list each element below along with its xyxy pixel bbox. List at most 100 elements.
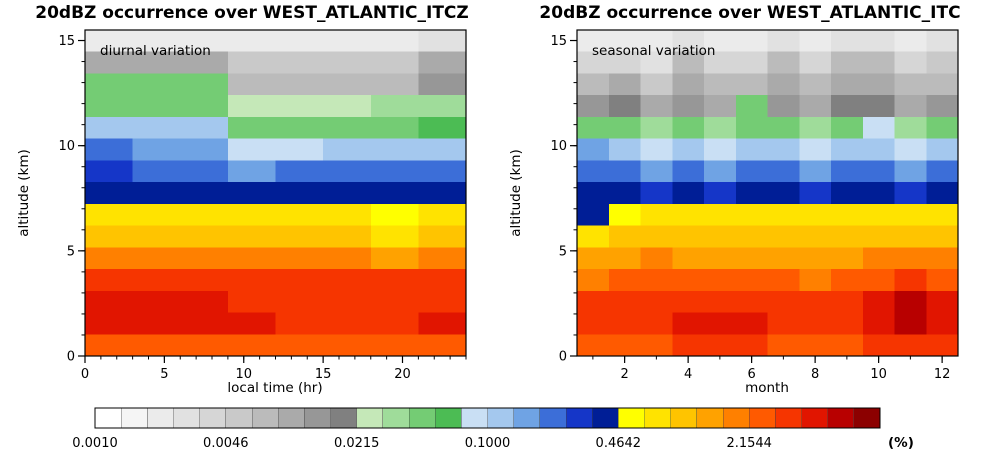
heatmap-cell (735, 51, 769, 75)
heatmap-cell (608, 269, 642, 292)
heatmap-cell (704, 138, 737, 162)
heatmap-cell (926, 51, 959, 75)
heatmap-cell (370, 225, 420, 249)
heatmap-cell (862, 30, 896, 53)
heatmap-cell (608, 290, 642, 314)
panel-title: 20dBZ occurrence over WEST_ATLANTIC_ITCZ (35, 3, 468, 23)
heatmap-cell (862, 51, 896, 75)
colorbar-segment (330, 407, 357, 429)
heatmap-cell (275, 73, 324, 96)
heatmap-cell (418, 312, 467, 335)
colorbar-segment (199, 407, 227, 429)
heatmap-cell (735, 116, 769, 140)
heatmap-cell (672, 203, 705, 227)
heatmap-cell (370, 182, 420, 205)
colorbar-segment (644, 407, 671, 429)
heatmap-cell (132, 269, 181, 292)
heatmap-cell (418, 160, 467, 183)
heatmap-cell (85, 95, 134, 118)
heatmap-cell (704, 334, 737, 357)
heatmap-cell (640, 138, 673, 162)
heatmap-cell (323, 51, 372, 75)
heatmap-cells (577, 30, 959, 357)
heatmap-cell (894, 73, 927, 96)
heatmap-cell (831, 203, 864, 227)
heatmap-cell (418, 290, 467, 314)
heatmap-cell (418, 225, 467, 249)
heatmap-cell (767, 95, 800, 118)
axis-box (576, 29, 959, 357)
colorbar-segment (251, 407, 279, 429)
colorbar-segment (827, 407, 855, 429)
heatmap-cell (799, 269, 832, 292)
x-tick-label: 5 (160, 367, 168, 382)
heatmap-cell (227, 138, 277, 162)
x-axis-label: month (745, 380, 789, 396)
heatmap-cell (735, 73, 769, 96)
heatmap-cell (180, 51, 229, 75)
heatmap-cell (370, 269, 420, 292)
heatmap-cell (831, 247, 864, 270)
heatmap-cell (704, 312, 737, 335)
heatmap-cell (577, 73, 610, 96)
heatmap-cell (418, 30, 467, 53)
heatmap-cell (926, 116, 959, 140)
heatmap-cell (323, 116, 372, 140)
colorbar-segment (356, 407, 384, 429)
colorbar-segment (722, 407, 750, 429)
heatmap-cell (608, 312, 642, 335)
colorbar-segment (696, 407, 724, 429)
colorbar-segments (94, 407, 881, 429)
heatmap-cell (370, 334, 420, 357)
heatmap-cell (608, 334, 642, 357)
heatmap-cell (894, 334, 927, 357)
heatmap-cell (132, 51, 181, 75)
colorbar-segment (408, 407, 436, 429)
heatmap-cell (831, 269, 864, 292)
heatmap-cell (672, 182, 705, 205)
heatmap-cell (767, 225, 800, 249)
heatmap-cell (640, 95, 673, 118)
heatmap-cell (735, 247, 769, 270)
heatmap-cell (894, 182, 927, 205)
heatmap-cell (227, 203, 277, 227)
colorbar-segment (591, 407, 619, 429)
heatmap-cell (227, 334, 277, 357)
heatmap-cell (418, 247, 467, 270)
heatmap-cell (704, 225, 737, 249)
heatmap-cell (577, 160, 610, 183)
heatmap-cell (323, 73, 372, 96)
colorbar-unit-label: (%) (888, 435, 914, 451)
colorbar-tick-label: 0.0046 (203, 436, 249, 451)
heatmap-cell (862, 116, 896, 140)
heatmap-cell (767, 247, 800, 270)
heatmap-cell (926, 182, 959, 205)
heatmap-cell (926, 160, 959, 183)
heatmap-cell (704, 269, 737, 292)
heatmap-cell (831, 225, 864, 249)
colorbar-segment (775, 407, 802, 429)
heatmap-cell (370, 30, 420, 53)
heatmap-cell (831, 30, 864, 53)
heatmap-cell (608, 116, 642, 140)
heatmap-cell (799, 160, 832, 183)
heatmap-cell (577, 182, 610, 205)
heatmap-cell (275, 160, 324, 183)
heatmap-cell (132, 73, 181, 96)
heatmap-cell (640, 312, 673, 335)
diurnal-panel: 0 5 10 15 20 0 5 10 15 20dBZ occurrence over WES… (0, 0, 491, 400)
heatmap-cell (799, 116, 832, 140)
colorbar-tick-label: 0.0010 (72, 436, 118, 451)
heatmap-cell (85, 247, 134, 270)
colorbar-segment (539, 407, 567, 429)
heatmap-cell (370, 203, 420, 227)
heatmap-cell (85, 269, 134, 292)
heatmap-cell (767, 51, 800, 75)
heatmap-cell (767, 160, 800, 183)
y-tick-label: 10 (550, 139, 567, 154)
heatmap-cell (831, 138, 864, 162)
heatmap-cell (767, 334, 800, 357)
colorbar-segment (120, 407, 148, 429)
colorbar-segment (801, 407, 828, 429)
